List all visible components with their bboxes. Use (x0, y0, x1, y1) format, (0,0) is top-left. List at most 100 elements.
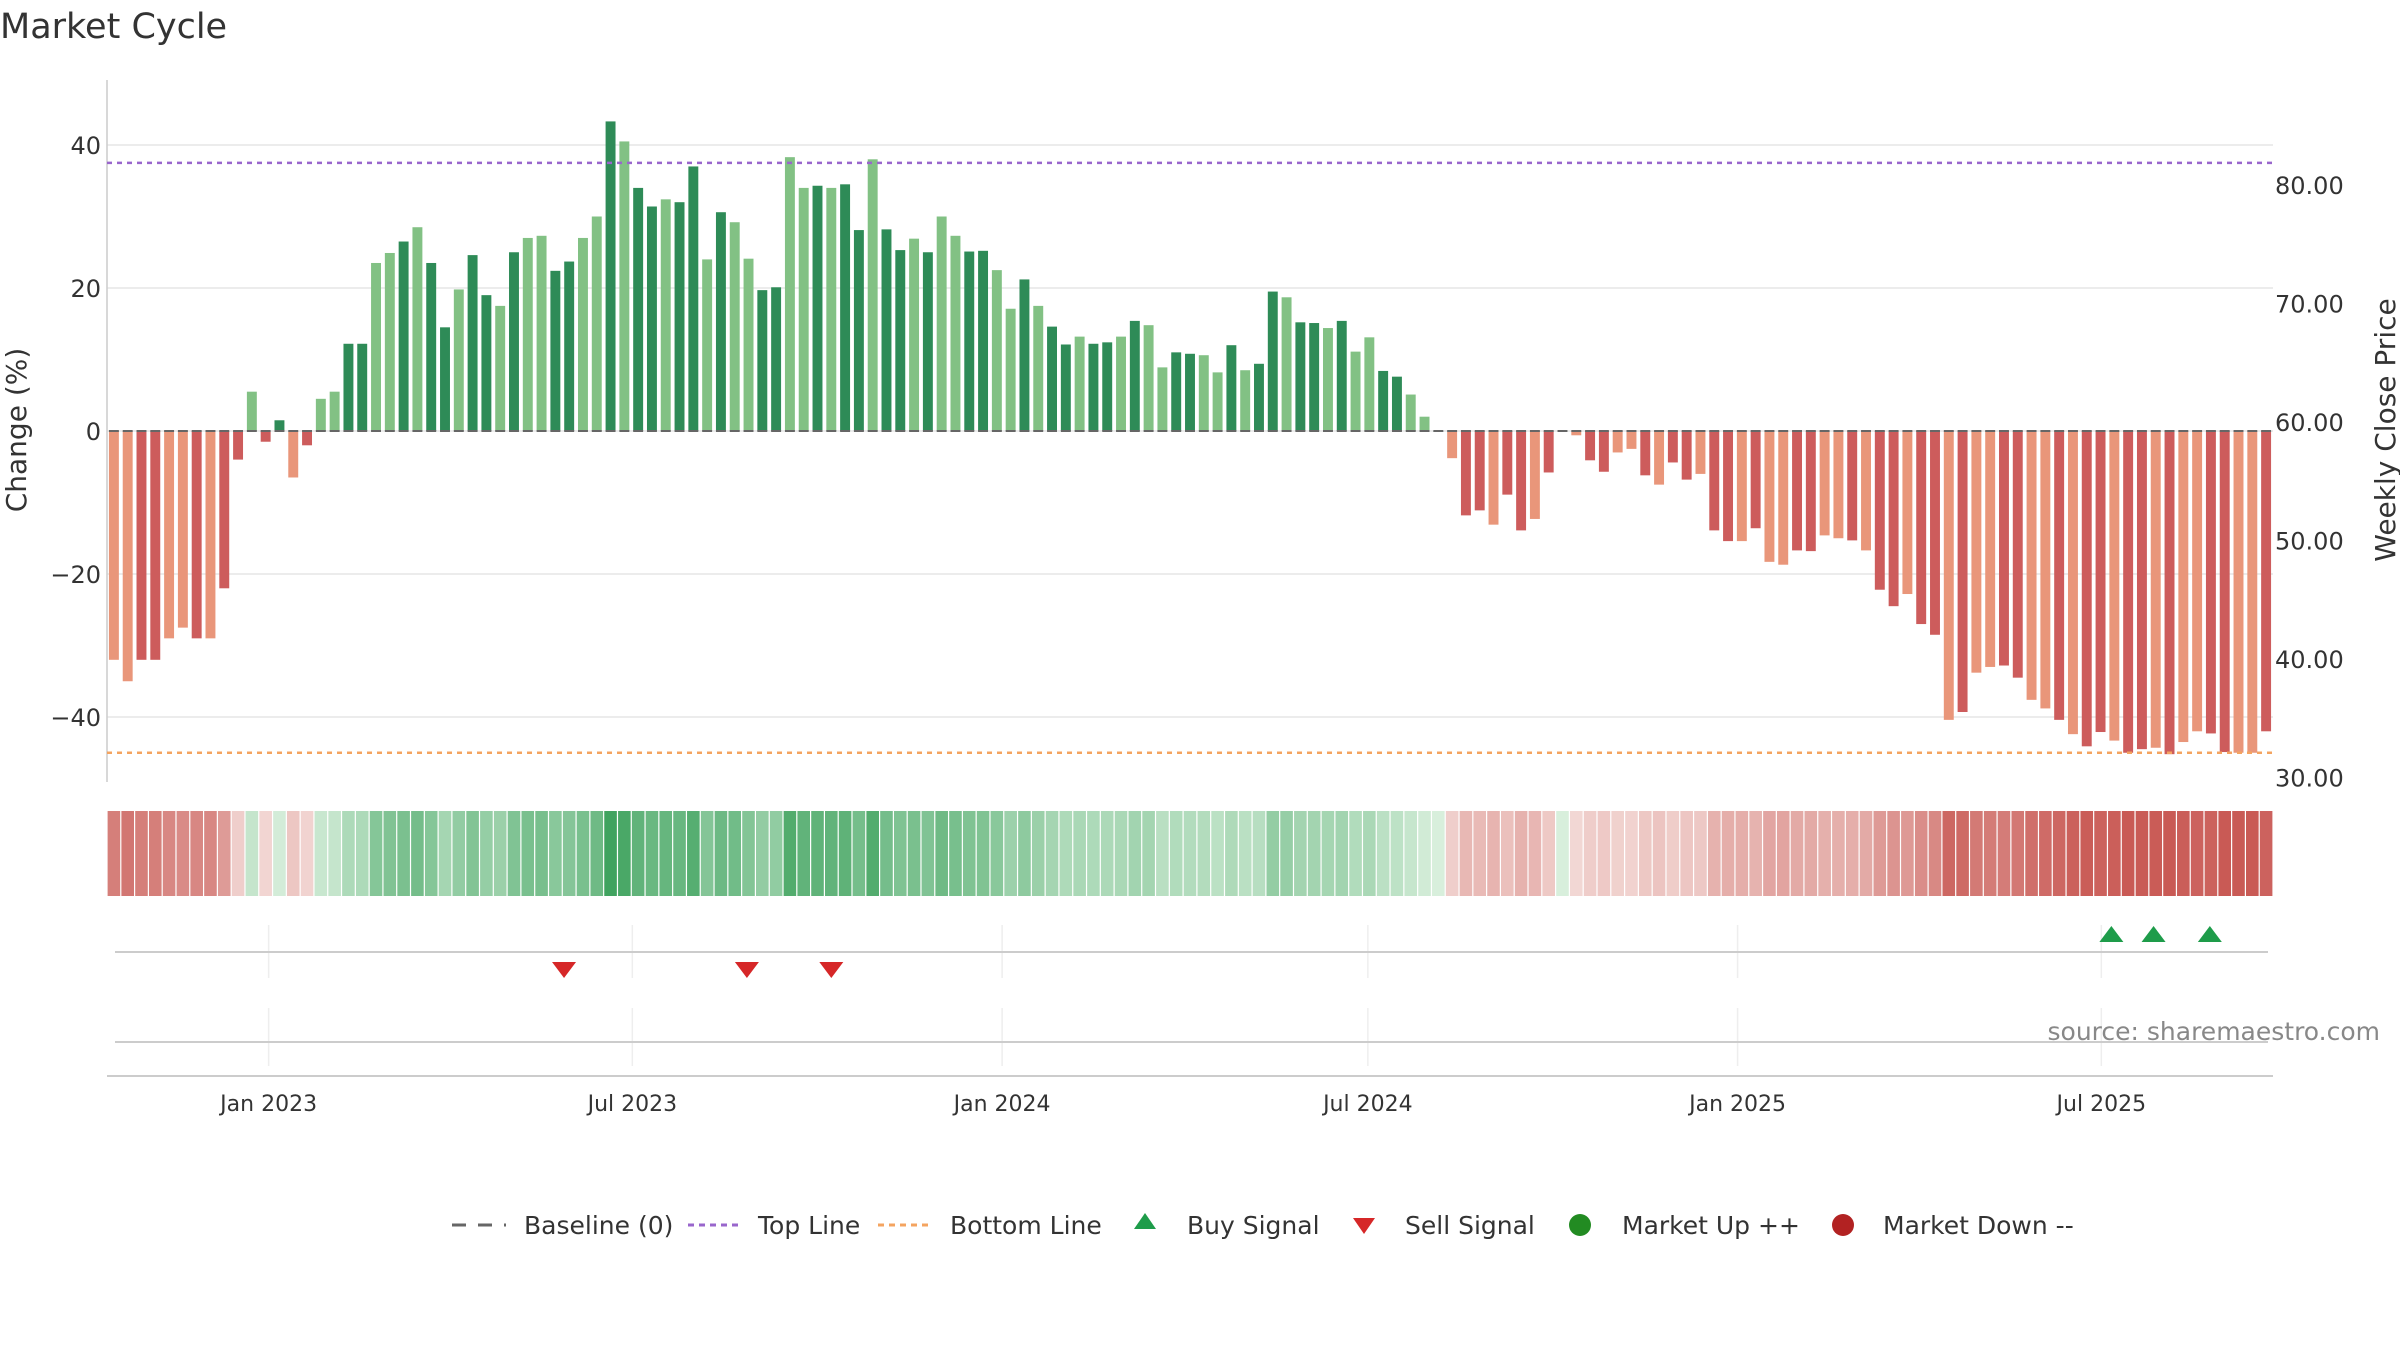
heat-cell (1183, 811, 1197, 896)
bar (1930, 431, 1940, 635)
heat-cell (604, 811, 617, 896)
bar (108, 431, 119, 660)
bar (2178, 431, 2189, 743)
bar (1074, 336, 1085, 431)
bar (1916, 431, 1927, 625)
heat-cell (811, 811, 824, 896)
heat-cell (590, 811, 604, 896)
heat-cell (1142, 811, 1155, 896)
heat-cell (438, 811, 452, 896)
heat-cell (562, 811, 576, 896)
heat-cell (342, 811, 355, 896)
bar (1654, 431, 1665, 485)
bar (1129, 320, 1140, 431)
heat-cell (1100, 811, 1114, 896)
heat-cell (2094, 811, 2107, 896)
bar (950, 235, 961, 431)
heat-cell (618, 811, 631, 896)
bar (715, 212, 726, 431)
heat-cell (2163, 811, 2176, 896)
heat-cell (907, 811, 921, 896)
bar (688, 166, 699, 431)
legend-market-down-label: Market Down -- (1883, 1211, 2074, 1240)
y-tick-label: −20 (50, 561, 101, 589)
heat-cell (204, 811, 217, 896)
heat-cell (480, 811, 493, 896)
heat-cell (1307, 811, 1321, 896)
heat-cell (1073, 811, 1086, 896)
buy-signal-marker (2099, 926, 2124, 942)
bar (191, 431, 202, 639)
heat-cell (1763, 811, 1776, 896)
bar (2136, 431, 2147, 750)
heat-cell (2259, 811, 2273, 896)
heat-cell (1735, 811, 1749, 896)
bar (784, 157, 795, 431)
heat-cell (424, 811, 438, 896)
bar (1709, 431, 1720, 531)
bar (922, 252, 933, 431)
heat-cell (1956, 811, 1969, 896)
bar (357, 343, 368, 431)
heat-cell (2246, 811, 2259, 896)
bar (1847, 431, 1858, 541)
bar (122, 431, 133, 682)
bar (453, 289, 464, 431)
heat-cell (1363, 811, 1376, 896)
heat-cell (1583, 811, 1597, 896)
bar (398, 241, 409, 431)
bar (1640, 431, 1651, 476)
x-tick-label: Jul 2025 (2055, 1092, 2147, 1117)
y-ticks-left: 40 20 0 −20 −40 (50, 132, 101, 732)
heat-cell (1556, 811, 1569, 896)
bar (371, 262, 381, 431)
heat-cell (300, 811, 314, 896)
heat-strip (107, 811, 2273, 896)
bar (2109, 431, 2120, 741)
bar (660, 199, 671, 431)
legend-buy-triangle-icon (1134, 1213, 1156, 1229)
x-tick-label: Jul 2023 (586, 1092, 678, 1117)
source-label: source: sharemaestro.com (2048, 1017, 2381, 1046)
market-panel-grid (267, 1008, 2103, 1066)
heat-cell (1694, 811, 1707, 896)
bar (1391, 376, 1402, 431)
heat-cell (645, 811, 659, 896)
bar (260, 431, 271, 442)
bar (1764, 431, 1775, 562)
heat-cell (1114, 811, 1128, 896)
legend-market-down-dot-icon (1832, 1214, 1854, 1236)
x-tick-label: Jan 2023 (218, 1092, 317, 1117)
bar (2192, 431, 2203, 732)
heat-cell (1018, 811, 1031, 896)
heat-cell (1928, 811, 1942, 896)
heat-cell (217, 811, 231, 896)
heat-cell (1432, 811, 1445, 896)
bar (771, 287, 782, 431)
bar (440, 327, 450, 431)
bar (743, 258, 754, 431)
bar (2205, 431, 2216, 734)
heat-cell (1625, 811, 1638, 896)
bar (1626, 431, 1637, 449)
heat-cell (2149, 811, 2163, 896)
heat-cell (2190, 811, 2204, 896)
bar (798, 187, 809, 431)
heat-cell (493, 811, 507, 896)
heat-cell (1280, 811, 1293, 896)
heat-cell (673, 811, 686, 896)
bar (343, 343, 354, 431)
bar (991, 270, 1002, 432)
heat-cell (1197, 811, 1211, 896)
heat-cell (2080, 811, 2094, 896)
bar (1488, 431, 1499, 525)
heat-cell (314, 811, 328, 896)
bar (315, 398, 326, 431)
heat-cell (1294, 811, 1307, 896)
heat-cell (866, 811, 879, 896)
y2-tick-label: 40.00 (2275, 646, 2344, 674)
bar (1364, 337, 1375, 431)
heat-cell (838, 811, 852, 896)
bar (1612, 431, 1623, 453)
heat-cell (383, 811, 397, 896)
